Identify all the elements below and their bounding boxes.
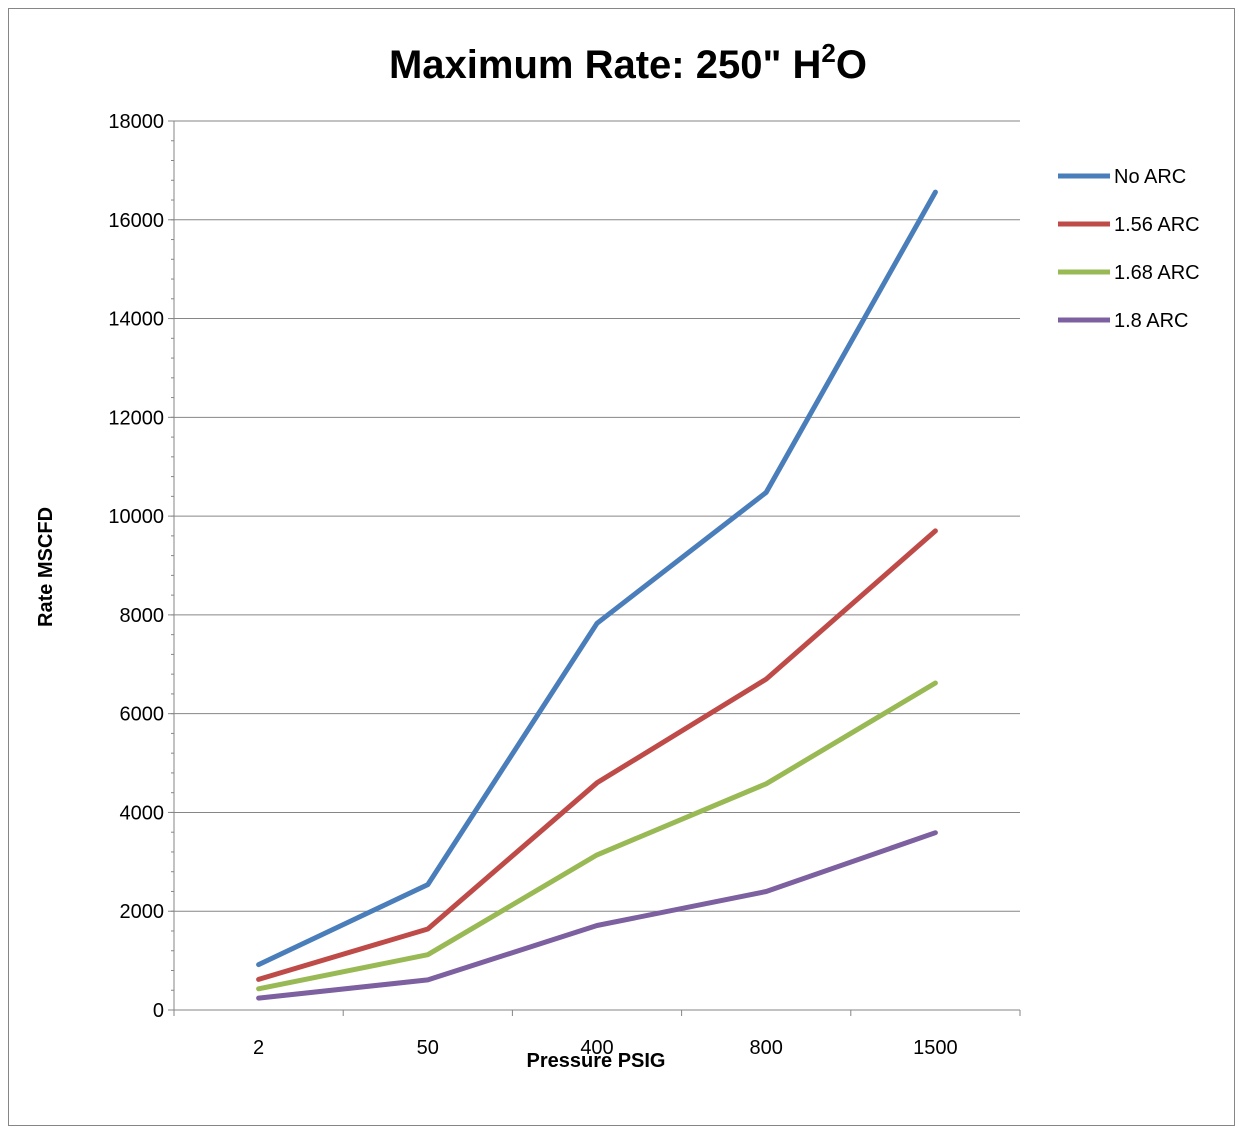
chart-frame: [8, 8, 1235, 1126]
chart-title: Maximum Rate: 250" H2O: [389, 38, 867, 87]
legend: No ARC 1.56 ARC 1.68 ARC 1.8 ARC: [1058, 166, 1200, 332]
legend-label: 1.8 ARC: [1114, 310, 1188, 332]
y-tick-label: 6000: [120, 704, 165, 726]
y-tick-label: 16000: [108, 210, 164, 232]
y-tick-label: 8000: [120, 605, 165, 627]
chart-title-main: Maximum Rate: 250" H: [389, 43, 821, 87]
y-tick-label: 10000: [108, 506, 164, 528]
x-tick-label: 50: [417, 1037, 439, 1059]
x-tick-label: 800: [750, 1037, 783, 1059]
series-line: [256, 189, 938, 968]
axes: 0 2000 4000 6000 8000 10000 12000 14000 16000 180…: [108, 111, 1021, 1059]
legend-label: No ARC: [1114, 166, 1186, 188]
y-tick-label: 18000: [108, 111, 164, 133]
y-tick-label: 0: [153, 1000, 164, 1022]
series-line: [256, 830, 938, 1001]
x-tick-label: 1500: [913, 1037, 958, 1059]
y-tick-label: 4000: [120, 802, 165, 824]
x-tick-label: 400: [580, 1037, 613, 1059]
y-tick-label: 14000: [108, 309, 164, 331]
y-axis-title: Rate MSCFD: [35, 507, 57, 627]
series-line: [256, 680, 938, 992]
y-tick-label: 12000: [108, 407, 164, 429]
series-lines: [256, 189, 938, 1001]
legend-label: 1.68 ARC: [1114, 262, 1200, 284]
x-tick-label: 2: [253, 1037, 264, 1059]
x-axis-title: Pressure PSIG: [527, 1050, 666, 1072]
series-line: [256, 528, 938, 982]
chart-title-suffix: O: [836, 43, 867, 87]
legend-label: 1.56 ARC: [1114, 214, 1200, 236]
chart-title-superscript: 2: [821, 38, 835, 68]
gridlines: [174, 120, 1020, 912]
y-tick-label: 2000: [120, 901, 165, 923]
